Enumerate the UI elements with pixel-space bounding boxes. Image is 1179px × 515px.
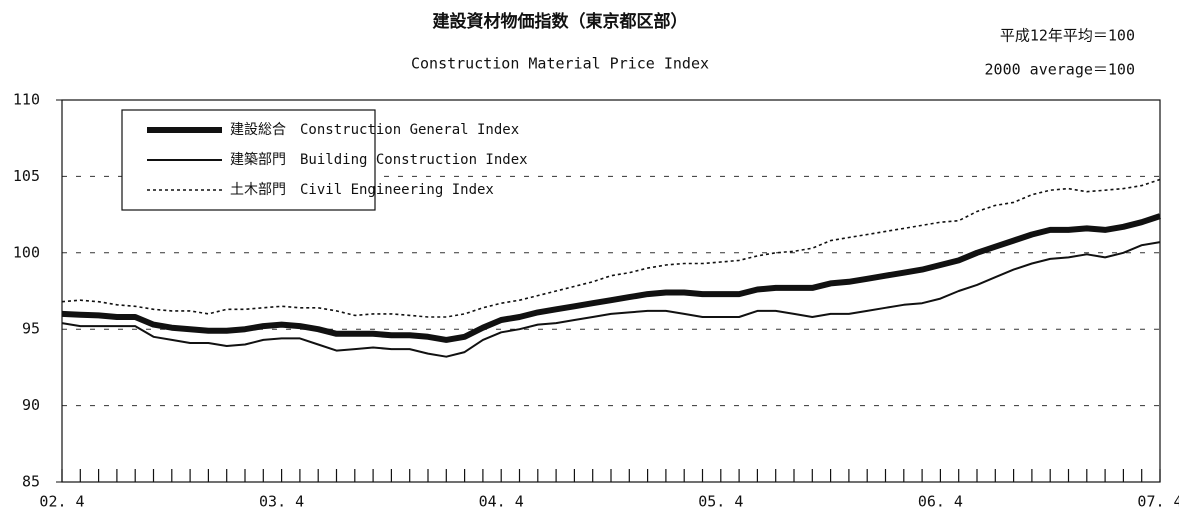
series-line — [61, 241, 1161, 358]
x-tick-label: 04. 4 — [479, 493, 524, 511]
chart-subtitle: Construction Material Price Index — [411, 55, 709, 73]
series-line — [61, 178, 1161, 318]
chart-title: 建設資材物価指数（東京都区部） — [433, 11, 688, 32]
x-tick-label: 07. 4 — [1137, 493, 1179, 511]
x-tick-label: 05. 4 — [698, 493, 743, 511]
x-tick-label: 02. 4 — [39, 493, 84, 511]
y-tick-label: 85 — [22, 473, 40, 491]
annotation: 平成12年平均＝100 — [1000, 27, 1135, 45]
y-tick-label: 105 — [13, 167, 40, 185]
annotation: 2000 average＝100 — [985, 61, 1135, 79]
legend-label: 建設総合 Construction General Index — [230, 122, 519, 138]
y-tick-label: 100 — [13, 243, 40, 261]
y-tick-label: 90 — [22, 396, 40, 414]
legend-label: 土木部門 Civil Engineering Index — [230, 182, 494, 198]
series-line — [61, 213, 1161, 343]
x-tick-label: 03. 4 — [259, 493, 304, 511]
y-tick-label: 110 — [13, 91, 40, 109]
legend-label: 建築部門 Building Construction Index — [230, 152, 528, 168]
y-tick-label: 95 — [22, 320, 40, 338]
x-tick-label: 06. 4 — [918, 493, 963, 511]
